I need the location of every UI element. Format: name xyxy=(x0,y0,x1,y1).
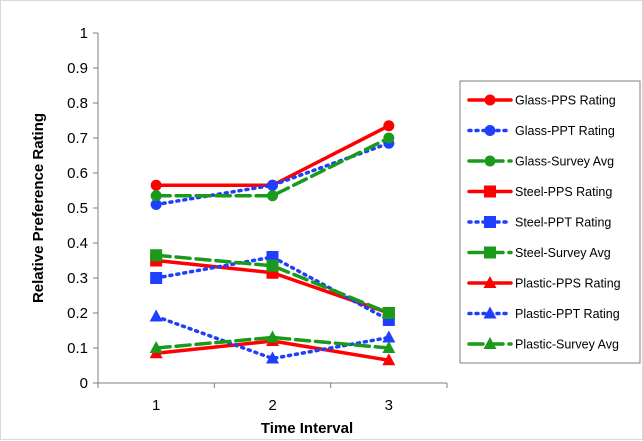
data-point-marker xyxy=(382,353,396,366)
x-tick-label: 1 xyxy=(152,397,160,414)
legend-label: Plastic-PPS Rating xyxy=(515,277,621,291)
legend-marker xyxy=(483,337,497,349)
y-tick-label: 0.7 xyxy=(67,130,88,147)
y-tick-label: 0.3 xyxy=(67,270,88,287)
legend-marker xyxy=(484,125,496,136)
data-point-marker xyxy=(382,330,396,343)
data-point-marker xyxy=(267,179,278,191)
series-line xyxy=(154,136,391,198)
legend-marker xyxy=(484,185,496,198)
data-point-marker xyxy=(150,179,162,191)
legend-item: Glass-Survey Avg xyxy=(467,155,614,169)
y-tick-label: 0.9 xyxy=(67,60,88,77)
x-axis-ticks: 1 2 3 xyxy=(97,383,448,414)
series-line xyxy=(154,335,391,350)
legend-label: Steel-Survey Avg xyxy=(515,246,611,260)
series-line xyxy=(154,253,391,315)
legend-label: Glass-PPS Rating xyxy=(515,94,616,108)
legend-marker xyxy=(484,155,496,167)
data-point-marker xyxy=(383,132,395,144)
data-point-marker xyxy=(266,330,279,343)
data-point-marker xyxy=(266,351,279,364)
legend-item: Glass-PPS Rating xyxy=(467,94,616,108)
y-tick-label: 0 xyxy=(80,375,88,392)
legend-item: Plastic-PPT Rating xyxy=(467,306,620,321)
data-point-marker xyxy=(150,199,162,210)
y-tick-label: 0.8 xyxy=(67,95,88,112)
series-glass-survey-avg xyxy=(150,132,395,202)
data-point-marker xyxy=(150,190,162,202)
y-tick-label: 0.4 xyxy=(67,235,88,252)
data-point-marker xyxy=(382,341,396,353)
legend-item: Steel-PPT Rating xyxy=(467,216,611,230)
legend-marker xyxy=(483,276,497,288)
series-plastic-survey-avg xyxy=(149,330,396,353)
y-tick-label: 1 xyxy=(80,25,88,42)
legend-item: Steel-PPS Rating xyxy=(467,185,612,199)
legend-label: Plastic-PPT Rating xyxy=(515,307,620,321)
legend-label: Plastic-Survey Avg xyxy=(515,338,619,352)
data-point-marker xyxy=(150,249,163,262)
data-point-marker xyxy=(382,307,395,319)
legend-items: Glass-PPS Rating Glass-PPT Rating Glass-Su… xyxy=(467,94,621,352)
data-point-marker xyxy=(149,309,163,322)
series-steel-survey-avg xyxy=(150,249,395,319)
data-point-marker xyxy=(383,120,395,132)
legend-marker xyxy=(484,246,496,259)
series-layer xyxy=(149,120,396,366)
legend: Glass-PPS Rating Glass-PPT Rating Glass-Su… xyxy=(459,80,641,364)
x-tick-label: 3 xyxy=(385,397,393,414)
legend-marker xyxy=(483,306,497,319)
legend-label: Steel-PPT Rating xyxy=(515,216,611,230)
y-axis-ticks: 0 0.1 0.2 0.3 0.4 0.5 0.6 0.7 0.8 0.9 1 xyxy=(67,25,98,392)
legend-label: Glass-Survey Avg xyxy=(515,155,614,169)
y-tick-label: 0.2 xyxy=(67,305,88,322)
x-tick-label: 2 xyxy=(268,397,276,414)
legend-label: Glass-PPT Rating xyxy=(515,124,615,138)
legend-item: Steel-Survey Avg xyxy=(467,246,611,260)
y-tick-label: 0.5 xyxy=(67,200,88,217)
legend-item: Glass-PPT Rating xyxy=(467,124,615,138)
plot-area: 0 0.1 0.2 0.3 0.4 0.5 0.6 0.7 0.8 0.9 1 1 2 3 xyxy=(67,25,448,414)
legend-label: Steel-PPS Rating xyxy=(515,185,612,199)
y-tick-label: 0.1 xyxy=(67,340,88,357)
y-tick-label: 0.6 xyxy=(67,165,88,182)
y-axis-title: Relative Preference Rating xyxy=(30,113,47,303)
data-point-marker xyxy=(150,272,163,284)
data-point-marker xyxy=(267,190,278,202)
legend-item: Plastic-Survey Avg xyxy=(467,337,619,352)
legend-marker xyxy=(484,216,496,228)
data-point-marker xyxy=(149,341,163,353)
x-axis-title: Time Interval xyxy=(261,420,353,437)
legend-marker xyxy=(484,94,496,106)
data-point-marker xyxy=(266,259,279,272)
legend-item: Plastic-PPS Rating xyxy=(467,276,621,291)
